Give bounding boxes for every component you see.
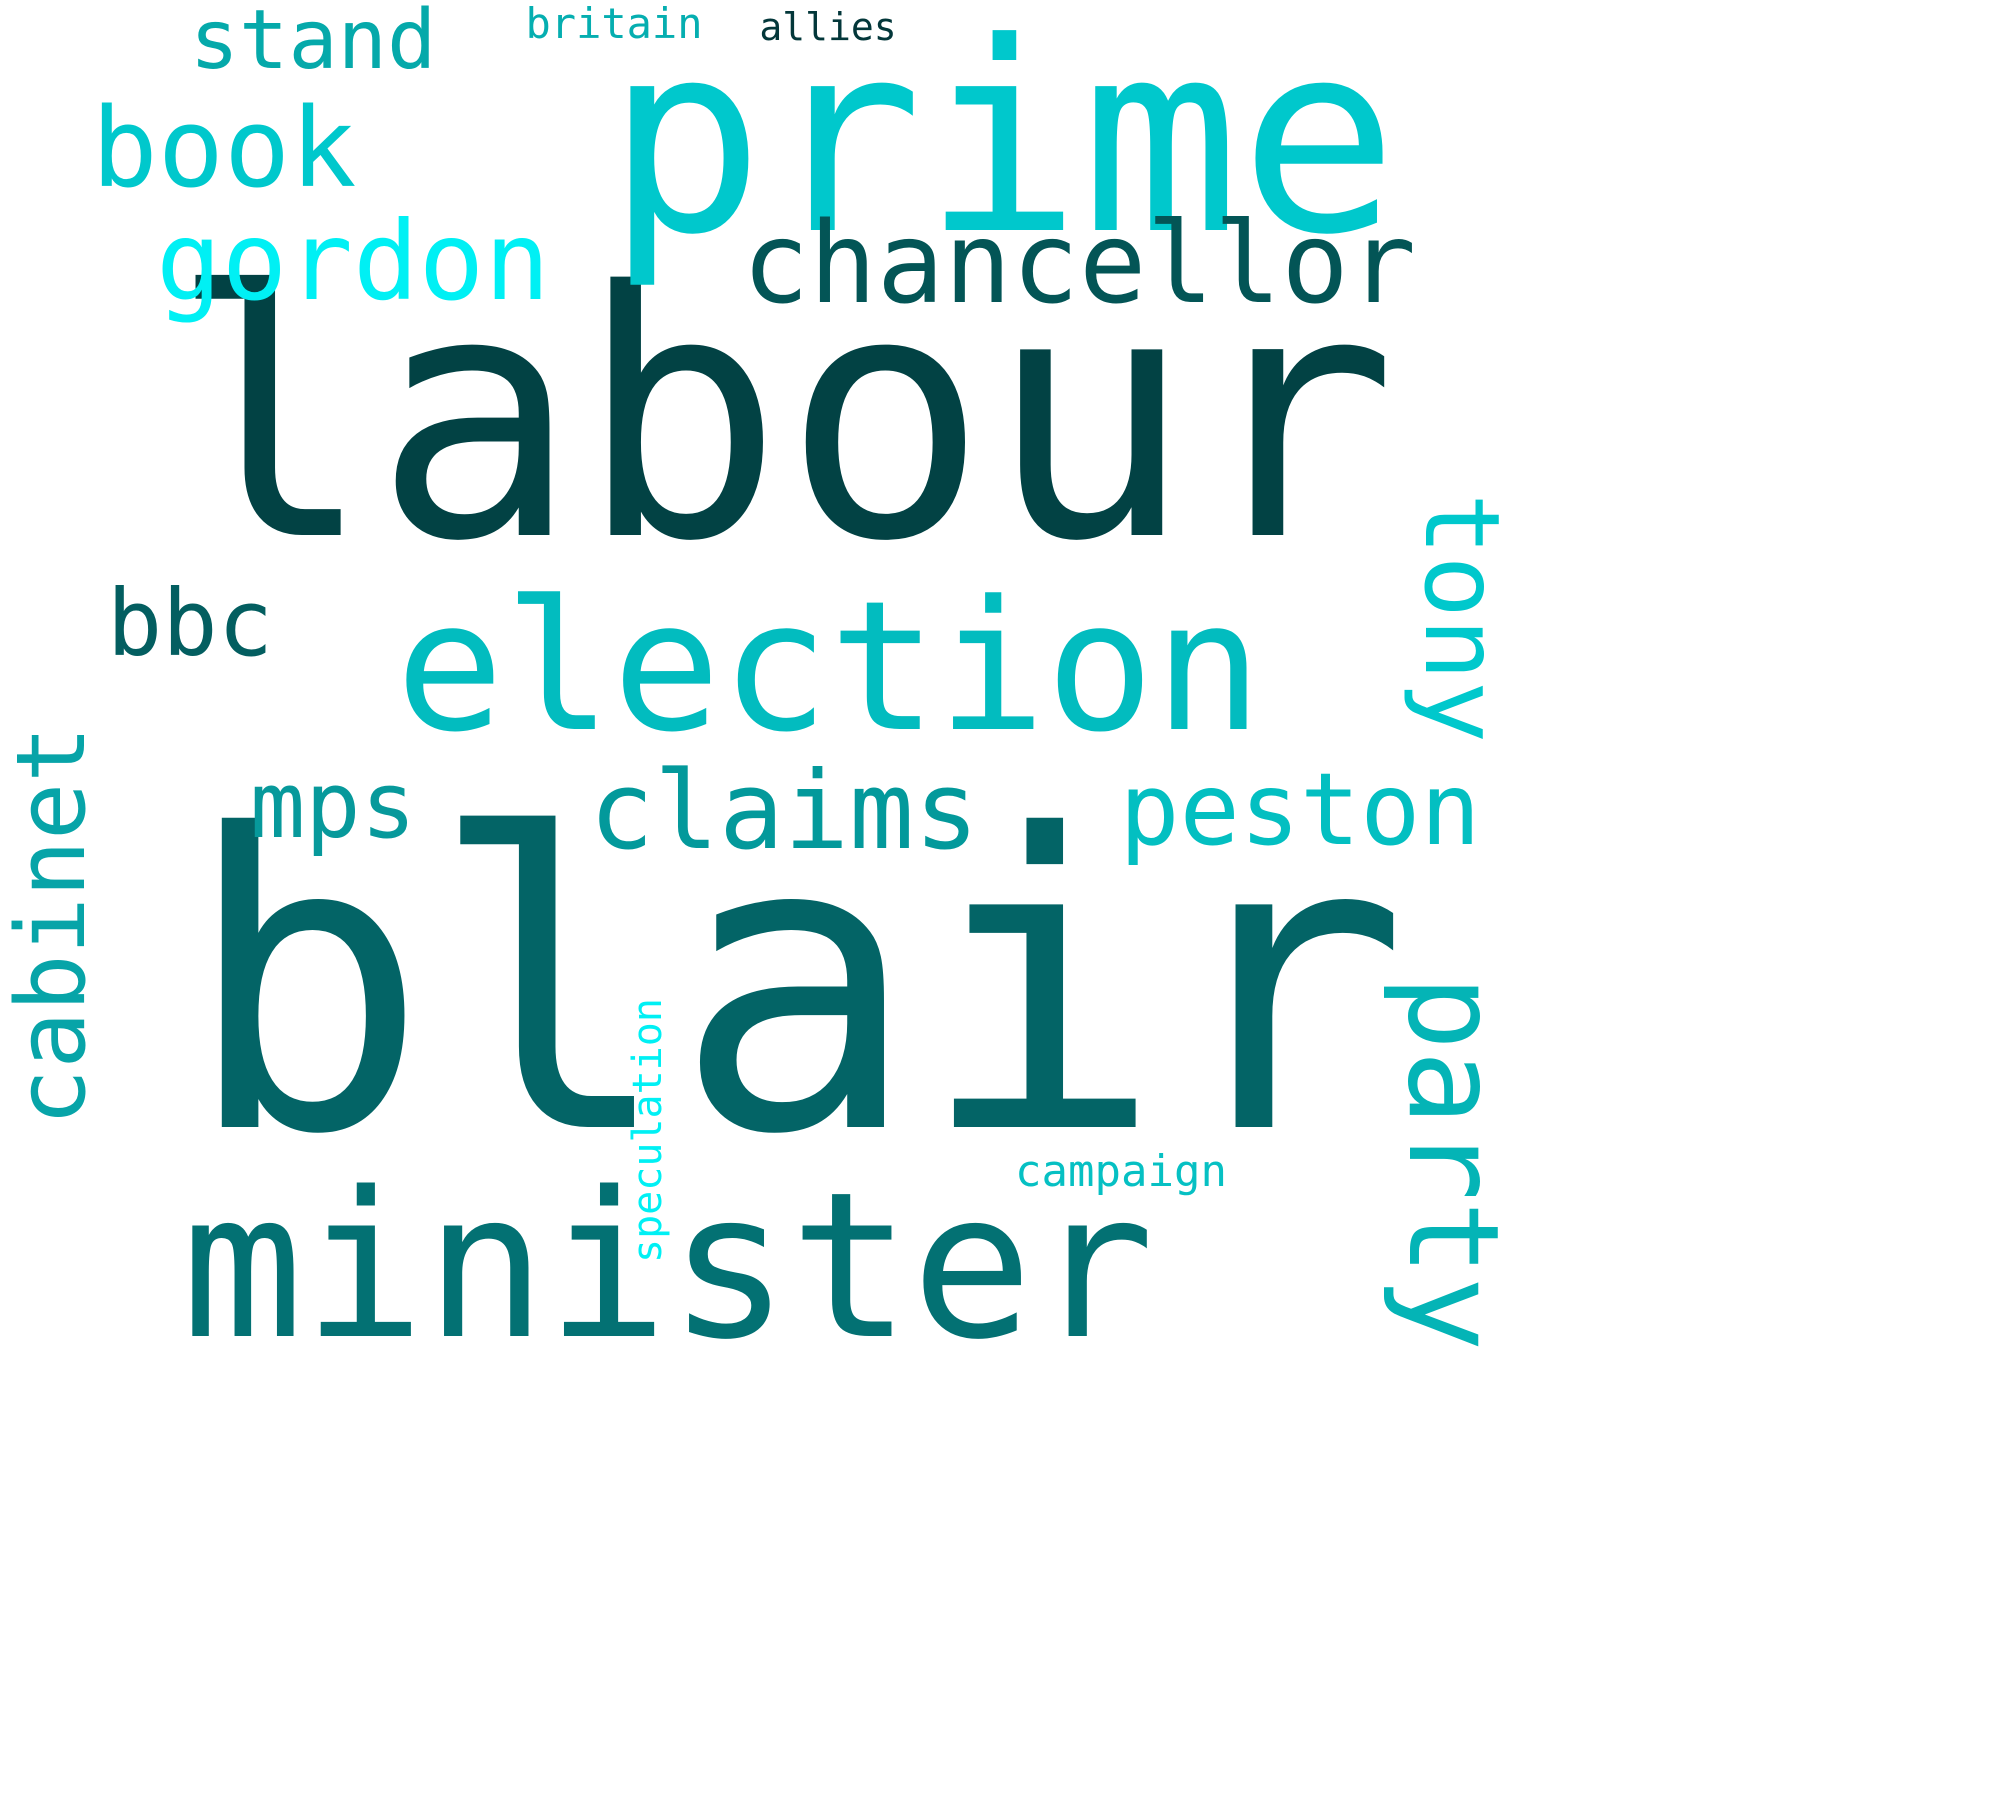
word-gordon: gordon — [156, 197, 551, 325]
word-prime: prime — [606, 0, 1399, 294]
word-labour: labour — [168, 220, 1398, 616]
word-bbc: bbc — [106, 570, 274, 677]
word-mps: mps — [249, 752, 417, 859]
word-party: party — [1380, 975, 1525, 1352]
word-tony: tony — [1400, 493, 1521, 744]
word-peston: peston — [1119, 751, 1481, 868]
word-book: book — [91, 84, 357, 212]
word-election: election — [395, 563, 1263, 772]
word-chancellor: chancellor — [741, 199, 1417, 329]
word-stand: stand — [189, 0, 437, 88]
word-minister: minister — [181, 1148, 1155, 1384]
word-allies: allies — [759, 5, 897, 49]
word-claims: claims — [588, 749, 980, 874]
word-campaign: campaign — [1015, 1146, 1227, 1197]
word-cabinet: cabinet — [0, 725, 107, 1127]
word-britain: britain — [525, 0, 703, 48]
word-speculation: speculation — [625, 998, 671, 1264]
word-blair: blair — [183, 749, 1409, 1223]
